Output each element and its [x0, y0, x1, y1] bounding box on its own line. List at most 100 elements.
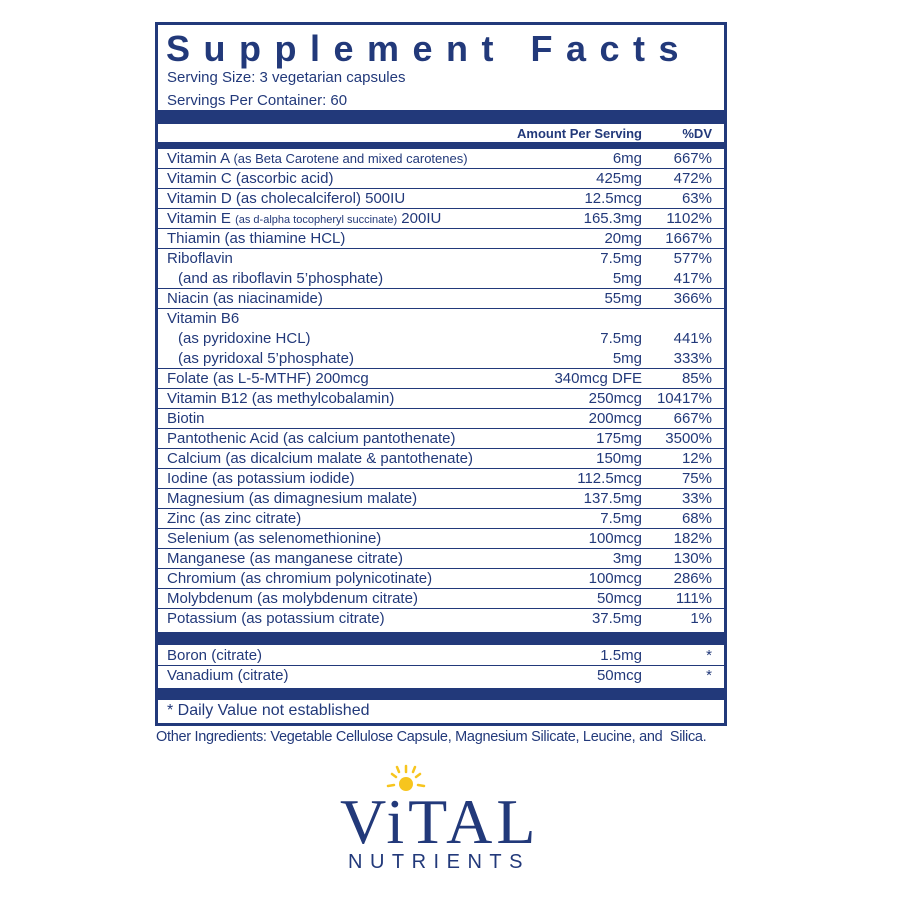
nutrient-name: Selenium (as selenomethionine)	[167, 529, 381, 549]
nutrient-source: (as d-alpha tocopheryl succinate)	[235, 214, 398, 226]
nutrient-name: Potassium (as potassium citrate)	[167, 609, 385, 629]
nutrient-name: Vanadium (citrate)	[167, 666, 288, 686]
nutrient-label: Riboflavin	[167, 250, 233, 267]
nutrient-label: Selenium (as selenomethionine)	[167, 530, 382, 547]
nutrient-label: (and as riboflavin 5’phosphate)	[178, 270, 384, 287]
nutrient-name: Magnesium (as dimagnesium malate)	[167, 489, 417, 509]
nutrient-row: Vanadium (citrate) 50mcg *	[158, 666, 724, 686]
nutrient-row: Pantothenic Acid (as calcium pantothenat…	[158, 429, 724, 449]
amount: 55mg	[604, 290, 642, 307]
amount: 3mg	[612, 550, 642, 567]
nutrient-label: (as pyridoxal 5’phosphate)	[178, 350, 354, 367]
amount: 112.5mcg	[577, 470, 642, 487]
amount: 175mg	[596, 430, 642, 447]
amount: 12.5mcg	[584, 190, 642, 207]
nutrient-name: Vitamin B12 (as methylcobalamin)	[167, 389, 394, 409]
nutrient-row: Chromium (as chromium polynicotinate) 100…	[158, 569, 724, 589]
thick-rule	[158, 632, 724, 645]
nutrient-name: Biotin	[167, 409, 205, 429]
amount: 6mg	[612, 150, 642, 167]
nutrient-name: Vitamin D (as cholecalciferol) 500IU	[167, 189, 405, 209]
sun-icon	[386, 764, 426, 791]
nutrient-row: Magnesium (as dimagnesium malate) 137.5mg…	[158, 489, 724, 509]
amount: 165.3mg	[583, 210, 642, 227]
brand-tagline: NUTRIENTS	[348, 851, 530, 873]
amount: 50mcg	[596, 667, 642, 684]
thick-rule	[158, 688, 724, 700]
nutrient-row: Selenium (as selenomethionine) 100mcg 182%	[158, 529, 724, 549]
nutrient-row: Zinc (as zinc citrate) 7.5mg 68%	[158, 509, 724, 529]
nutrient-row: Vitamin C (ascorbic acid) 425mg 472%	[158, 169, 724, 189]
nutrient-name: Boron (citrate)	[167, 646, 262, 666]
daily-value: 417%	[673, 270, 712, 287]
nutrient-name: Chromium (as chromium polynicotinate)	[167, 569, 432, 589]
amount: 425mg	[596, 170, 642, 187]
daily-value: 33%	[681, 490, 712, 507]
nutrient-label: Molybdenum (as molybdenum citrate)	[167, 590, 418, 607]
nutrient-row: Boron (citrate) 1.5mg *	[158, 646, 724, 666]
daily-value: 130%	[673, 550, 712, 567]
nutrient-row: Vitamin B12 (as methylcobalamin) 250mcg 10…	[158, 389, 724, 409]
dv-header: %DV	[682, 126, 712, 141]
amount: 7.5mg	[600, 250, 642, 267]
nutrient-name: (as pyridoxine HCL)	[178, 329, 311, 349]
nutrient-label: Magnesium (as dimagnesium malate)	[167, 490, 418, 507]
amount: 100mcg	[588, 530, 642, 547]
daily-value: 1667%	[665, 230, 712, 247]
nutrient-row: Vitamin A (as Beta Carotene and mixed ca…	[158, 149, 724, 169]
nutrient-name: Manganese (as manganese citrate)	[167, 549, 403, 569]
nutrient-row: Vitamin E (as d-alpha tocopheryl succina…	[158, 209, 724, 229]
nutrient-label: Calcium (as dicalcium malate & pantothen…	[167, 450, 473, 467]
nutrient-label: Boron (citrate)	[167, 647, 263, 664]
nutrient-label: Potassium (as potassium citrate)	[167, 610, 385, 627]
nutrient-row: Vitamin B6	[158, 309, 724, 329]
other-ingredients: Other Ingredients: Vegetable Cellulose C…	[156, 729, 707, 745]
daily-value: 366%	[673, 290, 712, 307]
nutrient-label: (as pyridoxine HCL)	[178, 330, 311, 347]
nutrient-label: Pantothenic Acid (as calcium pantothenat…	[167, 430, 456, 447]
nutrient-row: (as pyridoxine HCL) 7.5mg 441%	[158, 329, 724, 349]
daily-value: 3500%	[665, 430, 712, 447]
amount: 250mcg	[588, 390, 642, 407]
amount: 7.5mg	[600, 510, 642, 527]
nutrient-name: Pantothenic Acid (as calcium pantothenat…	[167, 429, 456, 449]
nutrient-row: Niacin (as niacinamide) 55mg 366%	[158, 289, 724, 309]
amount: 37.5mg	[591, 610, 642, 627]
nutrient-name: Folate (as L-5-MTHF) 200mcg	[167, 369, 369, 389]
nutrient-iu: 200IU	[401, 210, 442, 227]
nutrient-label: Thiamin (as thiamine HCL)	[167, 230, 346, 247]
brand-name: ViTAL	[340, 786, 540, 857]
nutrient-label: Niacin (as niacinamide)	[167, 290, 323, 307]
nutrient-name: Calcium (as dicalcium malate & pantothen…	[167, 449, 473, 469]
nutrient-label: Vitamin A	[167, 150, 230, 167]
nutrient-row: Manganese (as manganese citrate) 3mg 130%	[158, 549, 724, 569]
daily-value: 333%	[673, 350, 712, 367]
nutrient-row: Biotin 200mcg 667%	[158, 409, 724, 429]
daily-value: 85%	[681, 370, 712, 387]
serving-size: Serving Size: 3 vegetarian capsules	[167, 69, 406, 86]
amount: 200mcg	[588, 410, 642, 427]
daily-value: 111%	[675, 590, 712, 607]
servings-per-container: Servings Per Container: 60	[167, 92, 348, 109]
thick-rule	[158, 110, 724, 124]
panel-title: Supplement Facts	[166, 28, 693, 69]
nutrient-label: Vitamin B6	[167, 310, 240, 327]
nutrient-row: (as pyridoxal 5’phosphate) 5mg 333%	[158, 349, 724, 369]
nutrient-label: Manganese (as manganese citrate)	[167, 550, 403, 567]
amount: 5mg	[612, 350, 642, 367]
daily-value: *	[706, 647, 712, 664]
daily-value: 1%	[690, 610, 712, 627]
nutrient-label: Vitamin B12 (as methylcobalamin)	[167, 390, 395, 407]
nutrient-label: Vitamin C (ascorbic acid)	[167, 170, 334, 187]
daily-value: 10417%	[656, 390, 712, 407]
nutrient-label: Folate (as L-5-MTHF) 200mcg	[167, 370, 369, 387]
supplement-facts-panel: Supplement Facts Serving Size: 3 vegetar…	[155, 22, 727, 726]
nutrient-label: Chromium (as chromium polynicotinate)	[167, 570, 433, 587]
amount: 137.5mg	[583, 490, 642, 507]
nutrient-source: (as Beta Carotene and mixed carotenes)	[233, 151, 468, 166]
nutrient-name: Niacin (as niacinamide)	[167, 289, 323, 309]
daily-value: 577%	[673, 250, 712, 267]
amount: 340mcg DFE	[554, 370, 642, 387]
nutrient-label: Biotin	[167, 410, 205, 427]
daily-value: 472%	[673, 170, 712, 187]
